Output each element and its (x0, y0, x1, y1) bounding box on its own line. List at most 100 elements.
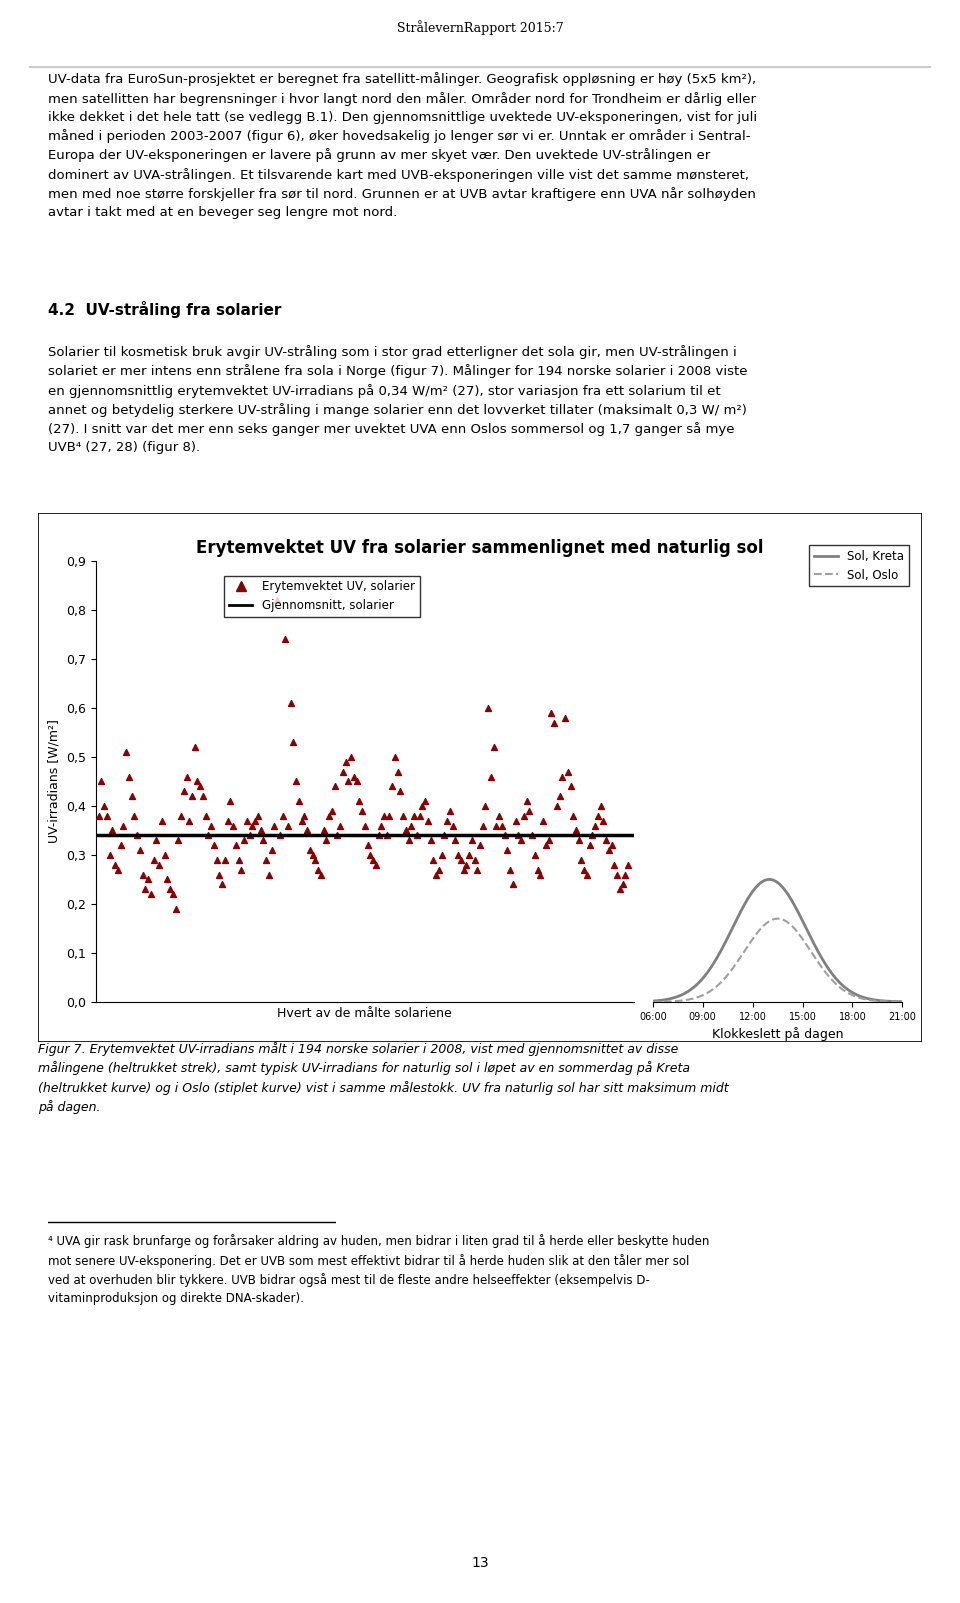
Point (171, 827, 186, 853)
Point (187, 734, 203, 760)
Point (132, 837, 148, 862)
Point (453, 846, 468, 872)
Point (127, 803, 142, 829)
Point (524, 822, 540, 848)
Point (385, 774, 400, 800)
Point (184, 784, 200, 810)
Point (206, 832, 222, 858)
Point (91, 803, 107, 829)
Point (275, 803, 290, 829)
Text: Solarier til kosmetisk bruk avgir UV-stråling som i stor grad etterligner det so: Solarier til kosmetisk bruk avgir UV-str… (48, 345, 748, 454)
Point (277, 627, 293, 652)
Point (209, 846, 225, 872)
Point (443, 798, 458, 824)
Point (201, 822, 216, 848)
Point (536, 808, 551, 834)
Point (393, 779, 408, 805)
Point (322, 803, 337, 829)
Point (255, 827, 271, 853)
Point (99, 803, 114, 829)
Point (549, 793, 564, 819)
Point (425, 846, 441, 872)
Point (195, 784, 210, 810)
Point (406, 803, 421, 829)
Point (412, 803, 427, 829)
Point (492, 803, 507, 829)
Point (533, 862, 548, 888)
Point (437, 822, 452, 848)
Point (149, 827, 164, 853)
Point (214, 872, 229, 898)
Point (193, 774, 208, 800)
Point (617, 862, 633, 888)
Point (508, 808, 523, 834)
Point (588, 813, 603, 838)
Point (239, 808, 254, 834)
Text: ⁴ UVA gir rask brunfarge og forårsaker aldring av huden, men bidrar i liten grad: ⁴ UVA gir rask brunfarge og forårsaker a… (48, 1234, 709, 1305)
Point (607, 851, 622, 877)
Point (267, 813, 282, 838)
Point (527, 842, 542, 867)
Point (226, 813, 241, 838)
Point (351, 789, 367, 814)
Point (571, 827, 587, 853)
Point (610, 862, 625, 888)
Point (514, 827, 529, 853)
Point (462, 842, 477, 867)
Point (560, 758, 575, 784)
Point (519, 789, 535, 814)
Point (174, 803, 189, 829)
Point (338, 749, 353, 774)
Point (162, 877, 178, 902)
Point (415, 793, 430, 819)
Point (190, 768, 205, 793)
Point (300, 818, 315, 843)
Point (316, 818, 331, 843)
Point (313, 862, 328, 888)
Point (434, 842, 449, 867)
Point (344, 744, 359, 769)
Point (347, 763, 362, 789)
Point (574, 846, 589, 872)
Point (577, 856, 592, 882)
Point (220, 808, 235, 834)
Point (409, 822, 424, 848)
Point (357, 813, 372, 838)
Point (113, 832, 129, 858)
Point (146, 846, 161, 872)
Point (294, 808, 309, 834)
Point (459, 851, 474, 877)
Point (242, 822, 257, 848)
Point (620, 851, 636, 877)
Point (530, 856, 545, 882)
Point (604, 832, 619, 858)
Point (108, 851, 123, 877)
Point (382, 803, 397, 829)
Point (363, 842, 378, 867)
Point (481, 696, 496, 721)
Point (502, 856, 517, 882)
Text: Erytemvektet UV fra solarier sammenlignet med naturlig sol: Erytemvektet UV fra solarier sammenligne… (196, 539, 764, 558)
Point (596, 808, 612, 834)
Point (387, 744, 402, 769)
Point (261, 862, 276, 888)
Point (368, 851, 383, 877)
Point (152, 851, 167, 877)
Point (404, 813, 420, 838)
Point (116, 813, 132, 838)
Point (469, 856, 485, 882)
Point (585, 822, 600, 848)
Text: Figur 7. Erytemvektet UV-irradians målt i 194 norske solarier i 2008, vist med g: Figur 7. Erytemvektet UV-irradians målt … (38, 1042, 729, 1114)
Point (612, 877, 628, 902)
Point (396, 803, 411, 829)
Point (555, 763, 570, 789)
Point (272, 822, 287, 848)
Point (297, 803, 312, 829)
Point (379, 822, 395, 848)
X-axis label: Klokkeslett på dagen: Klokkeslett på dagen (712, 1028, 843, 1040)
Point (165, 882, 180, 907)
Point (291, 789, 306, 814)
Point (398, 818, 414, 843)
Point (94, 768, 109, 793)
Point (475, 813, 491, 838)
